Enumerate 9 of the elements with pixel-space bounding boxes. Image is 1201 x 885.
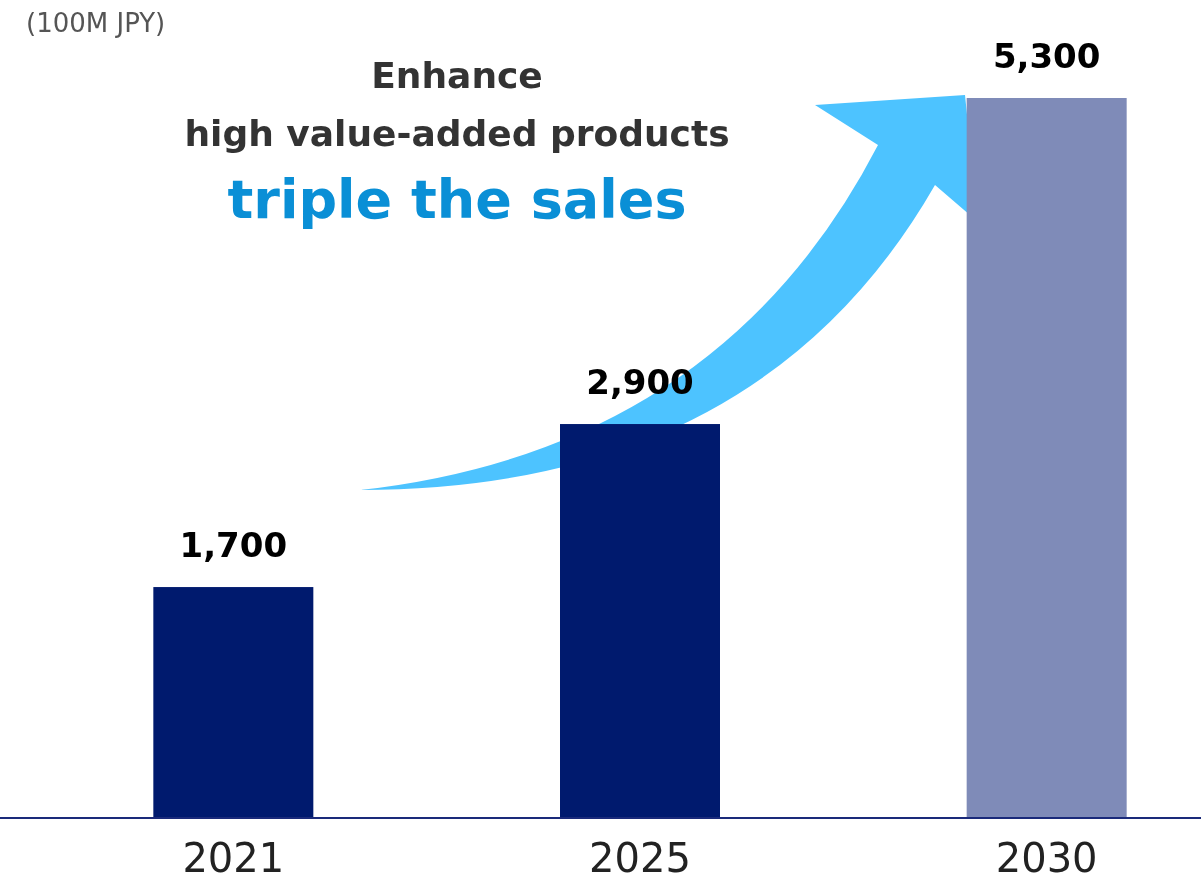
data-label: 5,300: [992, 36, 1101, 76]
y-axis-title: (100M JPY): [26, 8, 166, 38]
annotation: triple the sales: [227, 168, 687, 231]
data-label: 1,700: [179, 525, 288, 566]
text: Enhance: [371, 55, 543, 96]
annotation: high value-added products: [184, 113, 730, 154]
x-tick-label: 2021: [182, 835, 285, 881]
x-tick-label: 2025: [589, 835, 691, 881]
x-tick-label: 2030: [995, 835, 1098, 881]
